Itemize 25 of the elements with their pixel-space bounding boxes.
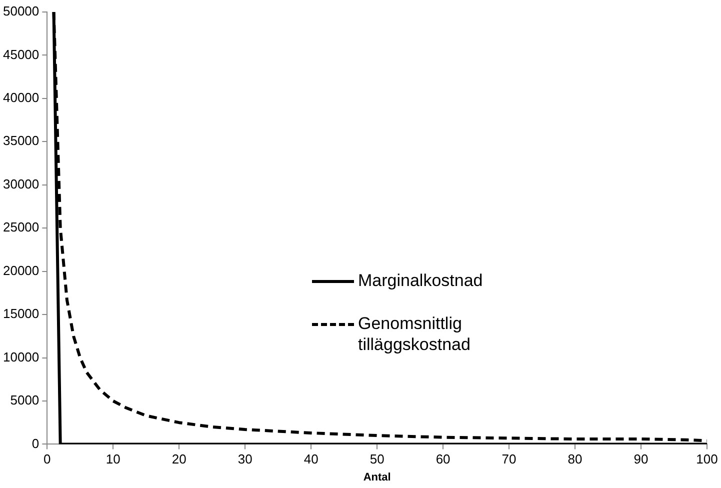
x-tick-label: 10 [106, 452, 120, 467]
y-tick-label: 30000 [2, 176, 40, 192]
y-tick-label: 50000 [2, 4, 40, 19]
x-tick-label: 60 [436, 452, 450, 467]
x-tick-label: 80 [568, 452, 582, 467]
x-tick-label: 100 [696, 452, 718, 467]
x-axis-title: Antal [363, 471, 391, 484]
legend-label: Genomsnittlig tilläggskostnad [358, 313, 472, 355]
x-tick-label: 90 [634, 452, 648, 467]
x-tick-label: 0 [44, 452, 51, 467]
x-tick-label: 70 [502, 452, 516, 467]
y-tick-label: 40000 [2, 90, 40, 106]
y-tick-label: 15000 [2, 306, 40, 322]
y-tick-label: 35000 [2, 133, 40, 148]
x-tick-label: 40 [304, 452, 318, 467]
y-tick-label: 45000 [2, 46, 40, 62]
x-tick-label: 30 [238, 452, 252, 467]
y-tick-label: 10000 [2, 349, 40, 364]
x-tick-label: 20 [172, 452, 186, 467]
y-tick-label: 5000 [10, 392, 40, 408]
y-tick-label: 0 [32, 436, 40, 451]
x-tick-label: 50 [370, 452, 384, 467]
y-tick-label: 25000 [2, 220, 40, 235]
y-tick-label: 20000 [2, 262, 40, 278]
legend-label: Marginalkostnad [358, 270, 483, 291]
